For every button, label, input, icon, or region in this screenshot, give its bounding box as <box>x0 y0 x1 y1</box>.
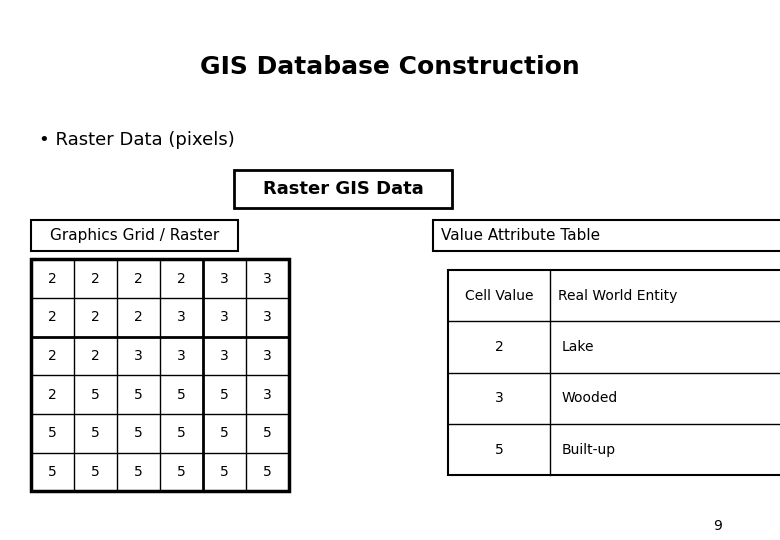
Text: 3: 3 <box>220 272 229 286</box>
Text: 3: 3 <box>220 349 229 363</box>
Text: 3: 3 <box>263 310 271 324</box>
Text: Graphics Grid / Raster: Graphics Grid / Raster <box>50 228 219 243</box>
Text: 2: 2 <box>134 310 143 324</box>
Text: 5: 5 <box>134 388 143 402</box>
Text: 5: 5 <box>177 465 186 479</box>
Text: 5: 5 <box>220 427 229 440</box>
Text: 5: 5 <box>48 465 57 479</box>
Text: 5: 5 <box>91 465 100 479</box>
Text: GIS Database Construction: GIS Database Construction <box>200 56 580 79</box>
Text: 5: 5 <box>48 427 57 440</box>
Text: 2: 2 <box>48 388 57 402</box>
Bar <box>31 220 238 251</box>
Text: 3: 3 <box>220 310 229 324</box>
Text: 2: 2 <box>177 272 186 286</box>
Text: Value Attribute Table: Value Attribute Table <box>441 228 600 243</box>
Text: 2: 2 <box>48 349 57 363</box>
Text: Wooded: Wooded <box>562 392 618 405</box>
Text: 3: 3 <box>134 349 143 363</box>
Text: 5: 5 <box>220 388 229 402</box>
Text: 2: 2 <box>495 340 504 354</box>
Text: 5: 5 <box>91 388 100 402</box>
Text: • Raster Data (pixels): • Raster Data (pixels) <box>39 131 235 150</box>
Bar <box>448 270 780 475</box>
Text: 5: 5 <box>495 443 504 456</box>
Text: 2: 2 <box>48 310 57 324</box>
Text: 3: 3 <box>495 392 504 405</box>
Text: 5: 5 <box>91 427 100 440</box>
Text: 3: 3 <box>177 349 186 363</box>
Text: 2: 2 <box>91 349 100 363</box>
Text: 2: 2 <box>48 272 57 286</box>
Text: 5: 5 <box>263 427 271 440</box>
Text: 2: 2 <box>91 272 100 286</box>
Text: 5: 5 <box>134 427 143 440</box>
Text: 3: 3 <box>263 272 271 286</box>
Text: Lake: Lake <box>562 340 594 354</box>
Text: 3: 3 <box>263 388 271 402</box>
Bar <box>433 220 780 251</box>
Text: 5: 5 <box>263 465 271 479</box>
Text: 5: 5 <box>220 465 229 479</box>
Bar <box>31 259 289 491</box>
Text: 5: 5 <box>177 388 186 402</box>
Text: Raster GIS Data: Raster GIS Data <box>263 180 424 198</box>
Text: Real World Entity: Real World Entity <box>558 289 677 302</box>
Text: 2: 2 <box>91 310 100 324</box>
Text: 5: 5 <box>177 427 186 440</box>
Text: 3: 3 <box>263 349 271 363</box>
Text: 9: 9 <box>713 519 722 534</box>
Text: 5: 5 <box>134 465 143 479</box>
Text: 3: 3 <box>177 310 186 324</box>
Text: 2: 2 <box>134 272 143 286</box>
Text: Built-up: Built-up <box>562 443 615 456</box>
Bar <box>234 170 452 208</box>
Text: Cell Value: Cell Value <box>465 289 534 302</box>
